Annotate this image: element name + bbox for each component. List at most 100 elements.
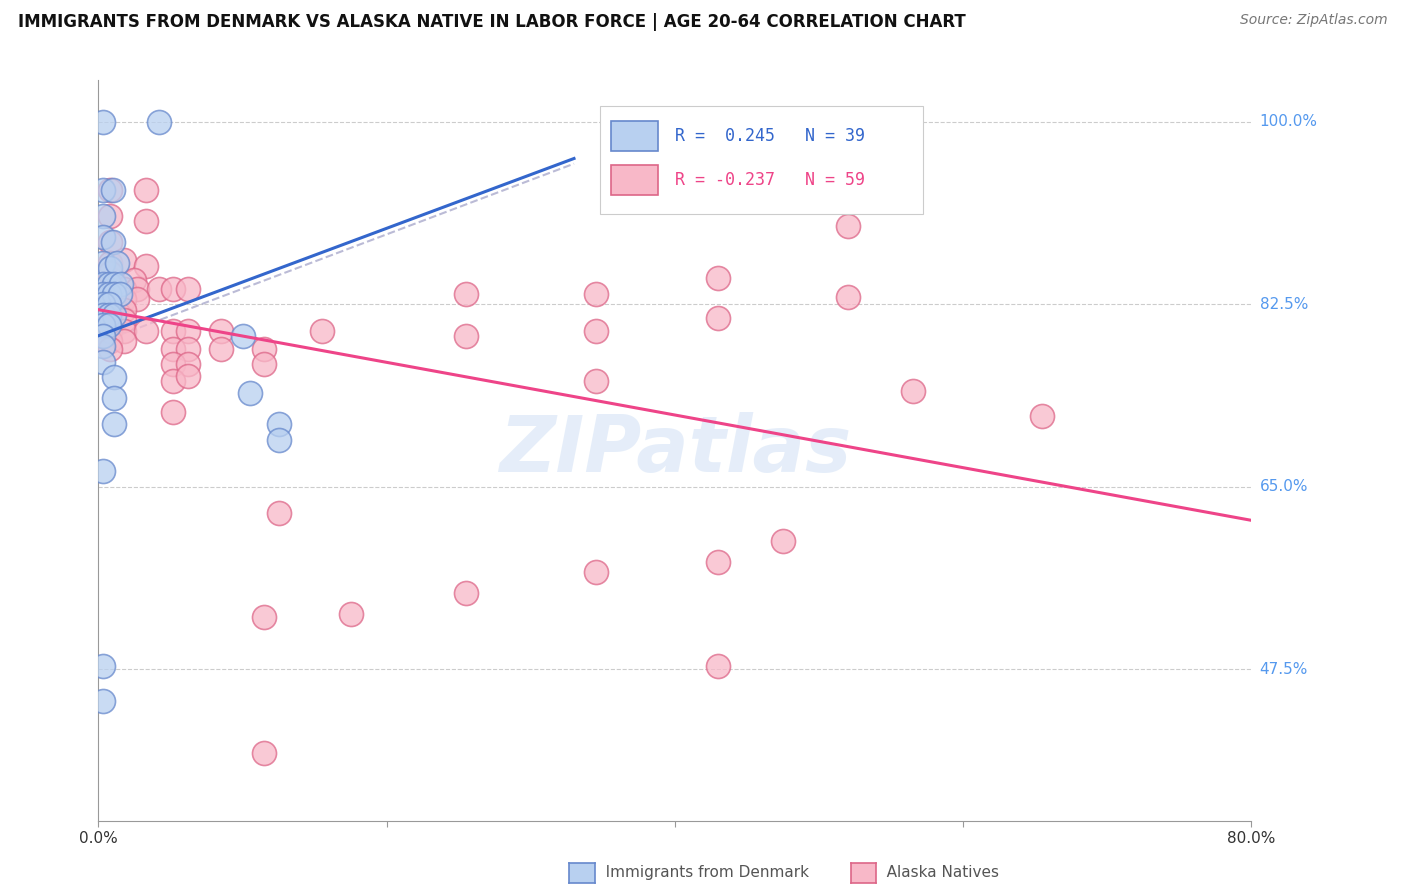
Point bbox=[91, 256, 114, 270]
Point bbox=[231, 328, 254, 343]
Point bbox=[91, 277, 114, 291]
Point bbox=[91, 209, 114, 223]
Point bbox=[91, 355, 114, 369]
Point bbox=[267, 506, 290, 520]
Point bbox=[103, 277, 125, 291]
Point bbox=[91, 318, 114, 333]
Point bbox=[103, 370, 125, 384]
Point bbox=[837, 290, 859, 304]
Point bbox=[91, 287, 114, 301]
Point bbox=[112, 313, 135, 327]
Point bbox=[110, 277, 132, 291]
Point bbox=[98, 343, 121, 357]
FancyBboxPatch shape bbox=[612, 165, 658, 195]
Point bbox=[112, 302, 135, 317]
Point bbox=[135, 183, 157, 197]
Point bbox=[98, 260, 121, 275]
Text: R =  0.245   N = 39: R = 0.245 N = 39 bbox=[675, 127, 865, 145]
Point bbox=[162, 374, 184, 388]
Point bbox=[585, 566, 607, 580]
FancyBboxPatch shape bbox=[600, 106, 922, 213]
Point bbox=[98, 282, 121, 296]
Point bbox=[267, 433, 290, 447]
Point bbox=[112, 324, 135, 338]
Point bbox=[209, 324, 232, 338]
Point bbox=[148, 115, 170, 129]
Text: R = -0.237   N = 59: R = -0.237 N = 59 bbox=[675, 171, 865, 189]
Point bbox=[707, 311, 730, 326]
Point bbox=[135, 259, 157, 273]
Point bbox=[97, 308, 120, 322]
Point bbox=[98, 324, 121, 338]
Point bbox=[162, 357, 184, 371]
Point bbox=[101, 183, 124, 197]
Point bbox=[585, 374, 607, 388]
Text: IMMIGRANTS FROM DENMARK VS ALASKA NATIVE IN LABOR FORCE | AGE 20-64 CORRELATION : IMMIGRANTS FROM DENMARK VS ALASKA NATIVE… bbox=[18, 13, 966, 31]
Point bbox=[98, 209, 121, 223]
Point bbox=[112, 334, 135, 348]
Point bbox=[1031, 409, 1053, 423]
FancyBboxPatch shape bbox=[612, 121, 658, 151]
Point bbox=[177, 357, 200, 371]
Point bbox=[127, 292, 149, 306]
Point bbox=[209, 343, 232, 357]
Point bbox=[112, 282, 135, 296]
Point bbox=[177, 324, 200, 338]
Point bbox=[105, 256, 128, 270]
Point bbox=[91, 297, 114, 311]
Point bbox=[253, 357, 276, 371]
Point bbox=[177, 369, 200, 384]
Text: 100.0%: 100.0% bbox=[1260, 114, 1317, 129]
Text: Immigrants from Denmark: Immigrants from Denmark bbox=[591, 865, 808, 880]
Point bbox=[103, 287, 125, 301]
Point bbox=[103, 308, 125, 322]
Point bbox=[253, 610, 276, 624]
Point bbox=[267, 417, 290, 432]
Point bbox=[239, 386, 262, 401]
Text: 82.5%: 82.5% bbox=[1260, 297, 1308, 312]
Point bbox=[98, 183, 121, 197]
Point bbox=[454, 287, 477, 301]
Point bbox=[454, 328, 477, 343]
Point bbox=[91, 694, 114, 708]
Point bbox=[91, 183, 114, 197]
Point bbox=[707, 555, 730, 569]
Point bbox=[91, 308, 114, 322]
Point bbox=[98, 292, 121, 306]
Point bbox=[112, 292, 135, 306]
Point bbox=[707, 659, 730, 673]
Point bbox=[98, 235, 121, 249]
Point bbox=[177, 343, 200, 357]
Point bbox=[91, 464, 114, 478]
Point bbox=[772, 534, 794, 549]
Point bbox=[98, 313, 121, 327]
Point bbox=[707, 271, 730, 285]
Text: 65.0%: 65.0% bbox=[1260, 480, 1308, 494]
Point bbox=[103, 392, 125, 406]
Text: Alaska Natives: Alaska Natives bbox=[872, 865, 998, 880]
Point bbox=[91, 328, 114, 343]
Point bbox=[97, 287, 120, 301]
Point bbox=[162, 405, 184, 419]
Point bbox=[253, 343, 276, 357]
Point bbox=[311, 324, 333, 338]
Point bbox=[585, 324, 607, 338]
Point bbox=[97, 297, 120, 311]
Point bbox=[98, 334, 121, 348]
Point bbox=[91, 659, 114, 673]
Point bbox=[127, 282, 149, 296]
Point bbox=[901, 384, 924, 398]
Text: ZIPatlas: ZIPatlas bbox=[499, 412, 851, 489]
Point bbox=[124, 273, 146, 287]
Point bbox=[97, 318, 120, 333]
Point bbox=[91, 115, 114, 129]
Point bbox=[103, 417, 125, 432]
Point bbox=[162, 324, 184, 338]
Point bbox=[454, 586, 477, 600]
Point bbox=[135, 324, 157, 338]
Point bbox=[585, 287, 607, 301]
Point bbox=[112, 252, 135, 267]
Point bbox=[97, 277, 120, 291]
Point bbox=[101, 235, 124, 249]
Point bbox=[108, 287, 131, 301]
